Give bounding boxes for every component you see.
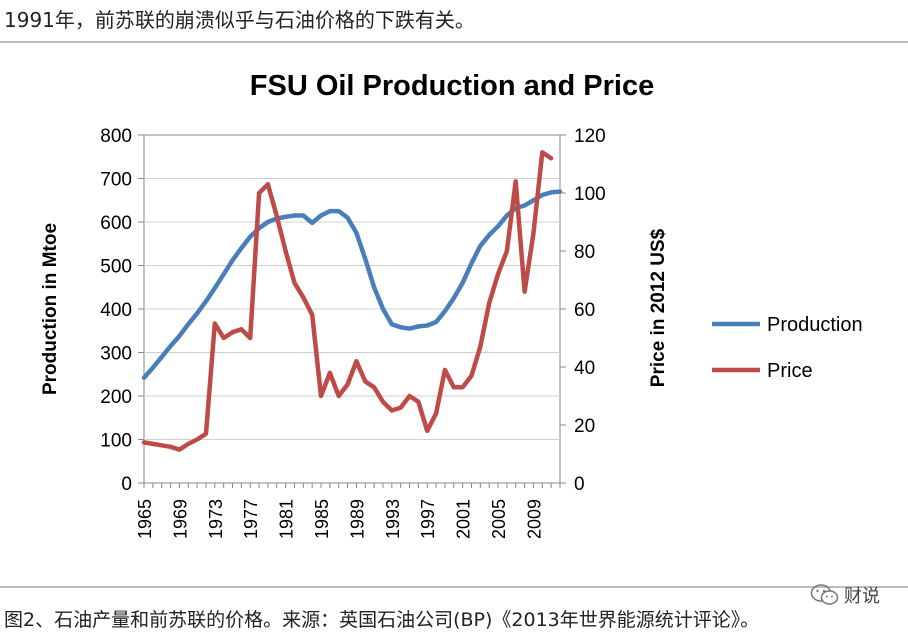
wechat-icon <box>810 584 839 605</box>
x-tick-label: 2009 <box>524 499 544 539</box>
y-tick-label: 400 <box>100 300 132 321</box>
x-tick-label: 1977 <box>241 499 261 539</box>
x-tick-label: 1997 <box>418 499 438 539</box>
y2-tick-label: 100 <box>574 184 606 205</box>
x-tick-label: 1981 <box>277 499 297 539</box>
x-tick-label: 1989 <box>347 499 367 539</box>
series-line-production <box>141 189 563 380</box>
x-tick-label: 2001 <box>454 499 474 539</box>
bottom-caption: 图2、石油产量和前苏联的价格。来源：英国石油公司(BP)《2013年世界能源统计… <box>4 609 760 631</box>
y-tick-label: 300 <box>100 344 132 365</box>
chart-title: FSU Oil Production and Price <box>250 70 654 102</box>
x-tick-label: 1973 <box>206 499 226 539</box>
x-tick-label: 1985 <box>312 499 332 539</box>
legend-label-price: Price <box>767 360 813 382</box>
x-tick-label: 1969 <box>170 499 190 539</box>
y-tick-label: 600 <box>100 213 132 234</box>
watermark-name: 财说 <box>844 586 880 607</box>
y2-tick-label: 60 <box>574 300 595 321</box>
legend-label-production: Production <box>767 314 863 336</box>
top-caption: 1991年，前苏联的崩溃似乎与石油价格的下跌有关。 <box>4 8 475 32</box>
y-tick-label: 200 <box>100 387 132 408</box>
y2-axis-label: Price in 2012 US$ <box>648 228 669 387</box>
y-tick-label: 700 <box>100 170 132 191</box>
y-tick-label: 500 <box>100 257 132 278</box>
x-tick-label: 1993 <box>383 499 403 539</box>
y-tick-label: 800 <box>100 126 132 147</box>
y2-tick-label: 40 <box>574 358 595 379</box>
top-divider <box>0 41 908 43</box>
x-tick-label: 2005 <box>489 499 509 539</box>
y-tick-label: 100 <box>100 431 132 452</box>
x-tick-label: 1965 <box>135 499 155 539</box>
series-line-price <box>141 150 554 452</box>
y2-tick-label: 120 <box>574 126 606 147</box>
y2-tick-label: 80 <box>574 242 595 263</box>
y-axis-label: Production in Mtoe <box>40 223 61 395</box>
y-tick-label: 0 <box>121 474 132 495</box>
wechat-watermark: 财说 <box>810 582 880 608</box>
y2-tick-label: 0 <box>574 474 585 495</box>
bottom-divider <box>0 586 908 588</box>
y2-tick-label: 20 <box>574 416 595 437</box>
